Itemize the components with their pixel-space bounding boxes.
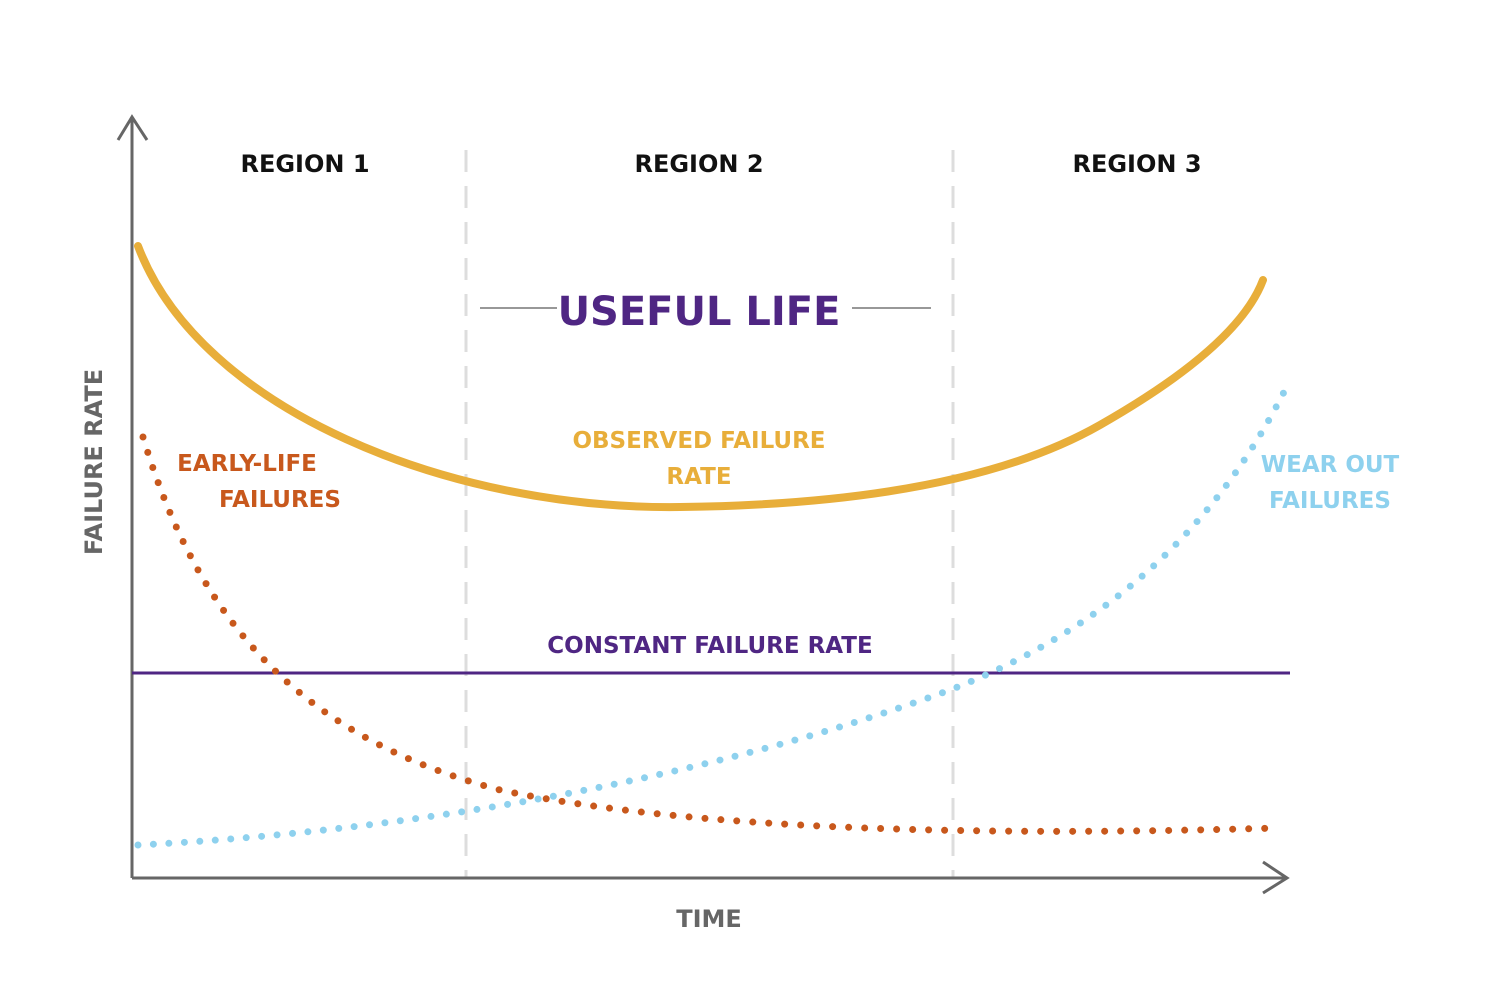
wear-label-line2: FAILURES	[1269, 488, 1391, 514]
x-axis-arrow-icon	[1262, 860, 1290, 895]
x-axis-title: TIME	[676, 905, 742, 933]
wear-label-line1: WEAR OUT	[1261, 452, 1400, 478]
y-axis-arrow-icon	[116, 114, 149, 141]
region-1-label: REGION 1	[240, 150, 369, 178]
early-label-line2: FAILURES	[219, 487, 341, 513]
early-label-line1: EARLY-LIFE	[177, 451, 317, 477]
y-axis-title: FAILURE RATE	[80, 369, 108, 555]
region-2-label: REGION 2	[634, 150, 763, 178]
wear-out-failures-curve	[134, 376, 1294, 849]
observed-label-line1: OBSERVED FAILURE	[572, 428, 825, 454]
region-3-label: REGION 3	[1072, 150, 1201, 178]
useful-life-label: USEFUL LIFE	[558, 289, 841, 335]
observed-label-line2: RATE	[666, 464, 731, 490]
early-life-failures-curve	[139, 433, 1282, 835]
observed-failure-rate-curve	[134, 242, 1267, 512]
constant-failure-rate-label: CONSTANT FAILURE RATE	[547, 633, 872, 659]
